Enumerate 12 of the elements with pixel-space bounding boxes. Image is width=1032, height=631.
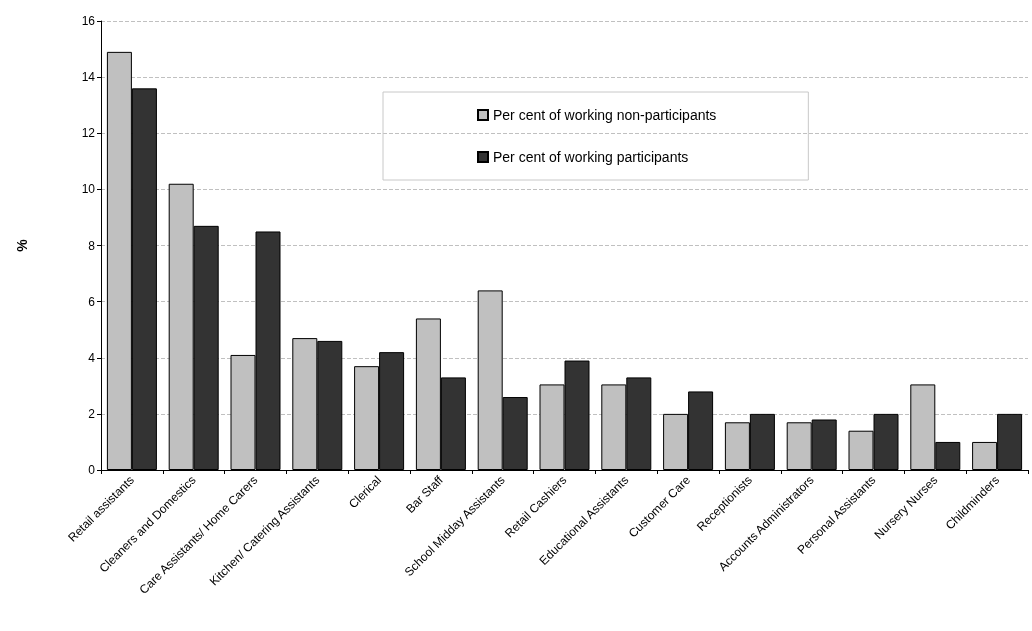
y-tick-label: 16 — [81, 14, 96, 28]
y-tick-label: 0 — [88, 463, 96, 477]
y-tick-label: 4 — [88, 350, 96, 365]
legend-label: Per cent of working non-participants — [493, 107, 717, 123]
y-tick-label: 6 — [88, 294, 96, 309]
y-tick-label: 12 — [81, 126, 96, 141]
y-tick-label: 14 — [81, 70, 96, 85]
y-tick-label: 10 — [81, 182, 96, 197]
y-tick-label: 8 — [88, 238, 96, 253]
y-tick-label: 2 — [88, 406, 96, 421]
legend-label: Per cent of working participants — [493, 149, 689, 165]
y-axis-title: % — [14, 238, 30, 252]
